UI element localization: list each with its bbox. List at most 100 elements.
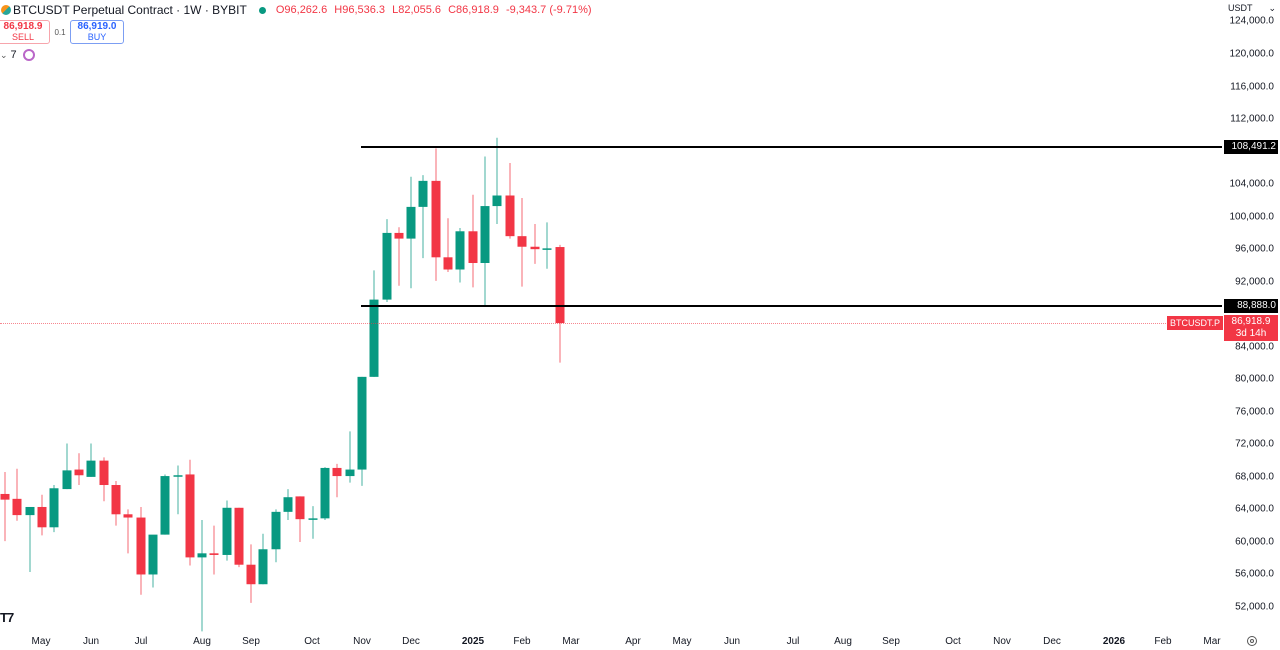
- price-tick: 56,000.0: [1235, 568, 1274, 580]
- candlestick-chart[interactable]: [0, 0, 1222, 636]
- price-tick: 64,000.0: [1235, 503, 1274, 515]
- price-axis[interactable]: 124,000.0 120,000.0 116,000.0 112,000.0 104,…: [1222, 0, 1280, 650]
- candle[interactable]: [173, 465, 183, 515]
- last-price-tag: 86,918.9 3d 14h: [1224, 315, 1278, 341]
- candle[interactable]: [320, 467, 330, 520]
- candle[interactable]: [382, 219, 392, 303]
- chart-legend: BTCUSDT Perpetual Contract · 1W · BYBIT …: [0, 0, 596, 20]
- ohlc-values: O96,262.6 H96,536.3 L82,055.6 C86,918.9 …: [276, 4, 596, 16]
- candle[interactable]: [443, 218, 453, 272]
- time-label: Mar: [1203, 636, 1221, 647]
- candle[interactable]: [99, 457, 109, 502]
- candle[interactable]: [492, 137, 502, 224]
- quick-trade-panel: 86,918.9 SELL 0.1 86,919.0 BUY: [0, 20, 124, 44]
- price-tick: 96,000.0: [1235, 243, 1274, 255]
- time-label: Dec: [1043, 636, 1061, 647]
- price-tick: 124,000.0: [1229, 15, 1275, 27]
- price-tick: 84,000.0: [1235, 341, 1274, 353]
- candle[interactable]: [468, 194, 478, 288]
- candle[interactable]: [295, 496, 305, 542]
- tradingview-logo-icon[interactable]: T7: [0, 610, 14, 625]
- open-value: O96,262.6: [275, 4, 328, 16]
- price-tick: 112,000.0: [1230, 113, 1274, 125]
- time-label: Mar: [562, 636, 580, 647]
- candle[interactable]: [12, 468, 22, 521]
- time-label: May: [672, 636, 692, 647]
- candle[interactable]: [418, 175, 428, 259]
- candle[interactable]: [431, 148, 441, 281]
- settings-gear-icon[interactable]: [1247, 636, 1257, 646]
- bybit-symbol-icon: [1, 5, 11, 15]
- time-label: Oct: [945, 636, 961, 647]
- candle[interactable]: [258, 533, 268, 585]
- candle[interactable]: [480, 156, 490, 307]
- candle[interactable]: [148, 534, 158, 588]
- currency-label: USDT: [1228, 3, 1253, 13]
- high-value: H96,536.3: [334, 4, 386, 16]
- candle[interactable]: [185, 459, 195, 566]
- price-tick: 68,000.0: [1235, 471, 1274, 483]
- candle[interactable]: [111, 480, 121, 526]
- candle[interactable]: [530, 223, 540, 264]
- time-label: Apr: [625, 636, 641, 647]
- symbol-price-tag: BTCUSDT.P: [1167, 316, 1223, 330]
- candle[interactable]: [308, 506, 318, 539]
- currency-selector[interactable]: USDT ⌄: [1228, 3, 1276, 14]
- price-tick: 100,000.0: [1229, 211, 1275, 223]
- candle[interactable]: [62, 443, 72, 490]
- price-tick: 120,000.0: [1229, 48, 1275, 60]
- time-label: Jul: [134, 636, 148, 647]
- symbol-title[interactable]: BTCUSDT Perpetual Contract · 1W · BYBIT: [13, 3, 247, 17]
- time-label: Aug: [193, 636, 211, 647]
- buy-button[interactable]: 86,919.0 BUY: [70, 20, 124, 44]
- time-axis[interactable]: May Jun Jul Aug Sep Oct Nov Dec 2025 Feb Mar Apr May…: [0, 636, 1222, 650]
- sell-label: SELL: [11, 32, 35, 42]
- candle[interactable]: [197, 519, 207, 632]
- candle[interactable]: [246, 544, 256, 603]
- candle[interactable]: [271, 509, 281, 563]
- candle[interactable]: [25, 506, 35, 573]
- candle[interactable]: [123, 509, 133, 554]
- candle[interactable]: [209, 525, 219, 575]
- candle[interactable]: [542, 222, 552, 269]
- indicators-row: ⌄ 7: [0, 49, 35, 61]
- candle[interactable]: [283, 489, 293, 520]
- buy-label: BUY: [87, 32, 107, 42]
- candle[interactable]: [505, 162, 515, 239]
- candle[interactable]: [394, 227, 404, 286]
- candle[interactable]: [555, 244, 565, 363]
- candle[interactable]: [234, 507, 244, 568]
- sync-indicator-icon[interactable]: [22, 49, 35, 61]
- candle[interactable]: [37, 494, 47, 536]
- time-label: 2025: [461, 636, 485, 647]
- chevron-down-icon: ⌄: [1268, 3, 1276, 13]
- indicator-count: 7: [10, 49, 17, 61]
- time-label: Nov: [993, 636, 1011, 647]
- support-price-label: 88,888.0: [1224, 299, 1278, 313]
- resistance-line[interactable]: [361, 146, 1222, 148]
- time-label: Jul: [786, 636, 800, 647]
- time-label: Dec: [402, 636, 420, 647]
- price-tick: 72,000.0: [1235, 438, 1274, 450]
- candle[interactable]: [345, 431, 355, 483]
- candle[interactable]: [455, 228, 465, 283]
- candle[interactable]: [222, 500, 232, 561]
- candle[interactable]: [406, 176, 416, 289]
- collapse-indicators-toggle[interactable]: ⌄ 7: [0, 49, 17, 61]
- time-label: Feb: [1154, 636, 1172, 647]
- resistance-price-label: 108,491.2: [1224, 140, 1278, 154]
- time-label: Sep: [882, 636, 900, 647]
- candle[interactable]: [357, 376, 367, 486]
- candle[interactable]: [517, 197, 527, 287]
- price-tick: 92,000.0: [1235, 276, 1274, 288]
- candle[interactable]: [332, 463, 342, 498]
- candle[interactable]: [86, 443, 96, 477]
- candle[interactable]: [136, 506, 146, 595]
- candle[interactable]: [160, 474, 170, 535]
- candle[interactable]: [0, 472, 10, 542]
- sell-button[interactable]: 86,918.9 SELL: [0, 20, 50, 44]
- candle[interactable]: [49, 485, 59, 533]
- candle[interactable]: [74, 453, 84, 486]
- price-tick: 60,000.0: [1235, 536, 1274, 548]
- support-line[interactable]: [361, 305, 1222, 307]
